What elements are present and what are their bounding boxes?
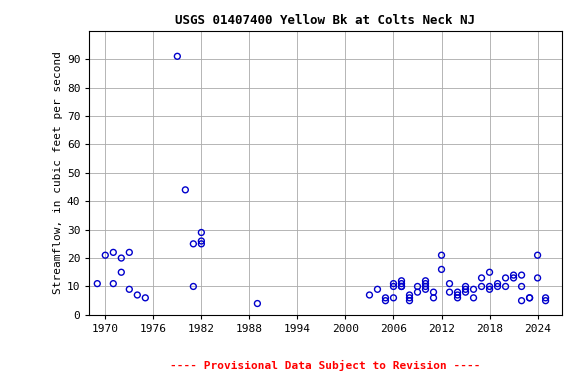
Point [445, 281, 454, 287]
Point [397, 283, 406, 290]
Point [453, 292, 462, 298]
Point [421, 278, 430, 284]
Point [493, 283, 502, 290]
Point [421, 283, 430, 290]
Point [485, 283, 494, 290]
Point [429, 289, 438, 295]
Point [141, 295, 150, 301]
Point [461, 289, 470, 295]
Point [93, 281, 102, 287]
Point [189, 283, 198, 290]
Point [373, 286, 382, 292]
Point [509, 272, 518, 278]
Point [197, 229, 206, 235]
Point [525, 295, 534, 301]
Point [405, 295, 414, 301]
Point [437, 266, 446, 273]
Point [541, 295, 550, 301]
Point [124, 249, 134, 255]
Point [189, 241, 198, 247]
Title: USGS 01407400 Yellow Bk at Colts Neck NJ: USGS 01407400 Yellow Bk at Colts Neck NJ [176, 14, 475, 27]
Y-axis label: Streamflow, in cubic feet per second: Streamflow, in cubic feet per second [52, 51, 63, 294]
Point [109, 281, 118, 287]
Point [485, 286, 494, 292]
Point [477, 275, 486, 281]
Point [485, 269, 494, 275]
Point [461, 286, 470, 292]
Point [421, 281, 430, 287]
Point [413, 283, 422, 290]
Point [117, 269, 126, 275]
Point [501, 275, 510, 281]
Point [421, 286, 430, 292]
Point [181, 187, 190, 193]
Point [405, 298, 414, 304]
Point [365, 292, 374, 298]
Point [197, 238, 206, 244]
Point [517, 272, 526, 278]
Point [469, 295, 478, 301]
Point [124, 286, 134, 292]
Point [461, 283, 470, 290]
Point [397, 278, 406, 284]
Point [541, 298, 550, 304]
Point [397, 281, 406, 287]
Point [132, 292, 142, 298]
Point [197, 241, 206, 247]
Point [477, 283, 486, 290]
Point [453, 295, 462, 301]
Point [493, 281, 502, 287]
Point [381, 295, 390, 301]
Point [101, 252, 110, 258]
Point [381, 298, 390, 304]
Point [517, 298, 526, 304]
Point [453, 289, 462, 295]
Point [533, 275, 542, 281]
Point [517, 283, 526, 290]
Point [389, 295, 398, 301]
Point [173, 53, 182, 60]
Point [469, 286, 478, 292]
Point [413, 289, 422, 295]
Point [437, 252, 446, 258]
Point [389, 283, 398, 290]
Point [397, 283, 406, 290]
Point [429, 295, 438, 301]
Point [109, 249, 118, 255]
Point [117, 255, 126, 261]
Point [405, 292, 414, 298]
Point [501, 283, 510, 290]
Text: ---- Provisional Data Subject to Revision ----: ---- Provisional Data Subject to Revisio… [170, 359, 481, 371]
Point [509, 275, 518, 281]
Point [389, 281, 398, 287]
Point [445, 289, 454, 295]
Point [525, 295, 534, 301]
Point [533, 252, 542, 258]
Point [253, 300, 262, 306]
